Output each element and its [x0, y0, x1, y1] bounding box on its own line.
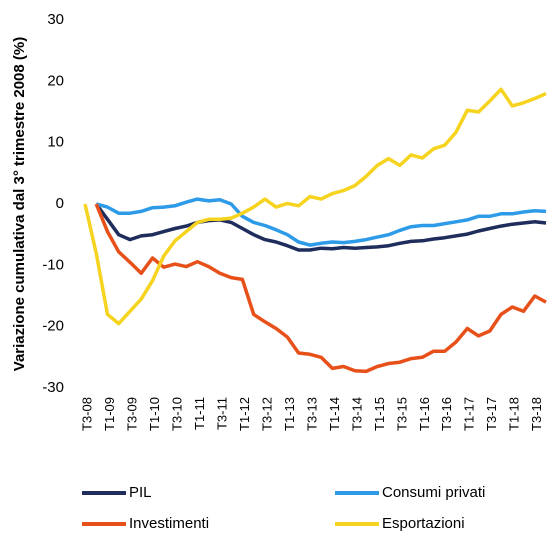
x-tick-label: T1-17 — [462, 397, 477, 431]
y-tick-label: 20 — [47, 72, 64, 89]
x-tick-label: T1-18 — [507, 397, 522, 431]
x-tick-label: T1-16 — [417, 397, 432, 431]
x-tick-label: T3-09 — [124, 397, 139, 431]
y-tick-label: -20 — [42, 318, 64, 335]
x-tick-label: T3-10 — [169, 397, 184, 431]
x-tick-label: T3-13 — [304, 397, 319, 431]
x-tick-label: T3-15 — [394, 397, 409, 431]
x-tick-label: T1-12 — [237, 397, 252, 431]
x-tick-label: T3-17 — [484, 397, 499, 431]
x-tick-label: T3-12 — [259, 397, 274, 431]
x-tick-label: T1-09 — [102, 397, 117, 431]
legend-label: Esportazioni — [382, 515, 465, 532]
y-tick-label: 30 — [47, 11, 64, 28]
x-tick-label: T1-15 — [372, 397, 387, 431]
series-line — [95, 197, 547, 247]
x-tick-label: T3-08 — [79, 397, 94, 431]
x-tick-label: T1-11 — [192, 397, 207, 430]
x-tick-label: T3-14 — [349, 397, 364, 431]
series-line — [94, 202, 547, 252]
x-tick-label: T1-14 — [327, 397, 342, 431]
series-line — [83, 87, 547, 326]
x-tick-label: T1-10 — [147, 397, 162, 431]
y-tick-label: -10 — [42, 256, 64, 273]
y-tick-label: -30 — [42, 379, 64, 396]
legend-label: Consumi privati — [382, 484, 485, 501]
y-tick-label: 10 — [47, 134, 64, 151]
x-tick-label: T3-18 — [529, 397, 544, 431]
x-tick-label: T3-11 — [214, 397, 229, 430]
legend-label: Investimenti — [129, 515, 209, 532]
y-tick-label: 0 — [56, 195, 64, 212]
x-tick-label: T1-13 — [282, 397, 297, 431]
legend-label: PIL — [129, 484, 152, 501]
series-line — [94, 203, 547, 374]
y-axis-title: Variazione cumulativa dal 3° trimestre 2… — [11, 37, 28, 371]
x-tick-label: T3-16 — [439, 397, 454, 431]
